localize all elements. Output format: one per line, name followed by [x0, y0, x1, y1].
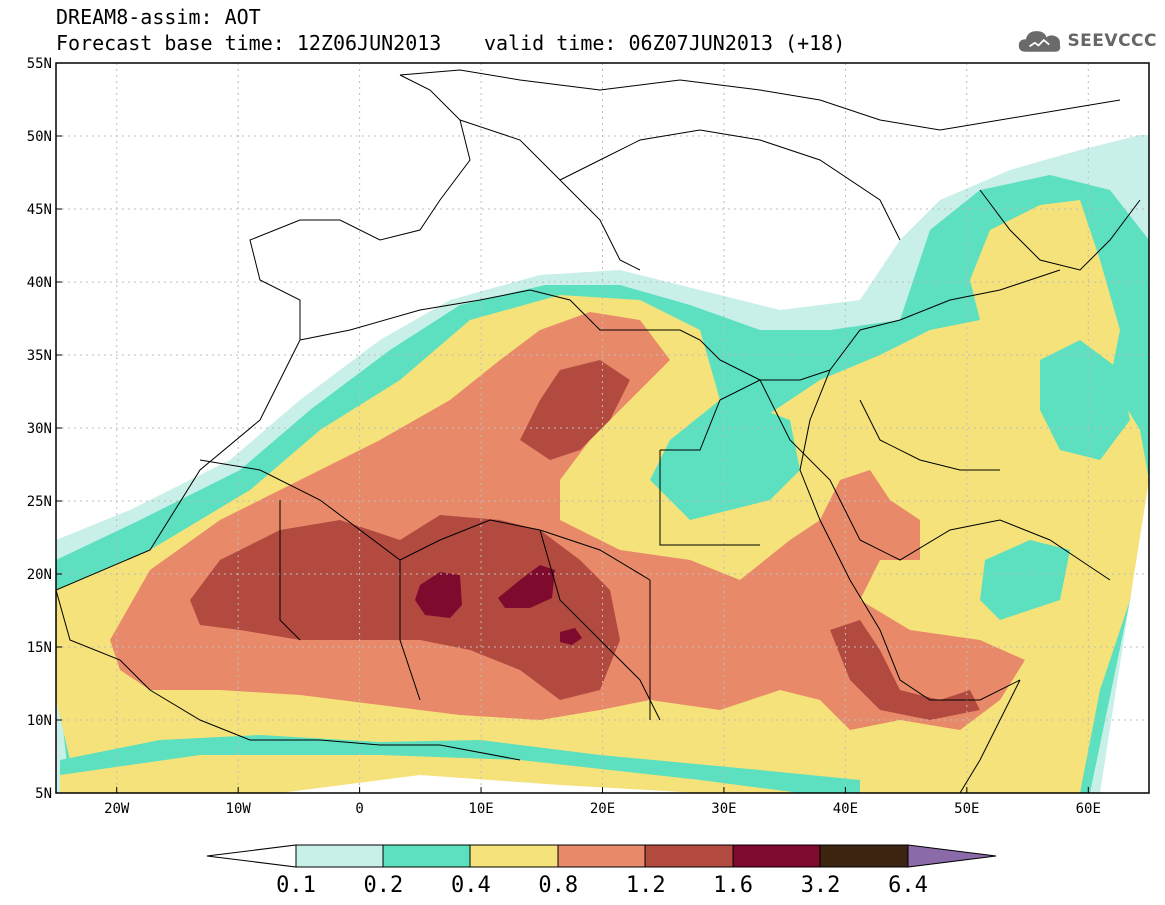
- colorbar-label: 3.2: [801, 873, 841, 898]
- lon-tick-label: 10W: [226, 801, 252, 817]
- lat-tick-label: 35N: [27, 348, 52, 364]
- lon-tick-label: 10E: [468, 801, 493, 817]
- colorbar-label: 1.6: [713, 873, 753, 898]
- colorbar-bin-2: [382, 844, 471, 868]
- contour-1.6-a: [415, 572, 462, 618]
- colorbar-label: 1.2: [626, 873, 666, 898]
- lat-tick-label: 40N: [27, 275, 52, 291]
- colorbar-bin-5: [644, 844, 734, 868]
- cloud-icon: [1018, 31, 1061, 52]
- seevccc-logo: SEEVCCC: [1017, 24, 1157, 58]
- contour-0.2-east: [660, 405, 800, 510]
- longitude-ticks: 20W 10W 0 10E 20E 30E 40E 50E 60E: [104, 787, 1101, 817]
- colorbar-bin-3: [469, 844, 559, 868]
- colorbar-bin-7: [819, 844, 909, 868]
- graticule: [56, 63, 1149, 793]
- colorbar-label: 0.2: [364, 873, 404, 898]
- lat-tick-label: 15N: [27, 640, 52, 656]
- lon-tick-label: 20E: [590, 801, 615, 817]
- latitude-ticks: 55N 50N 45N 40N 35N 30N 25N 20N 15N 10N 5N: [27, 56, 62, 802]
- colorbar-labels: 0.1 0.2 0.4 0.8 1.2 1.6 3.2 6.4: [276, 873, 928, 898]
- colorbar: [206, 844, 997, 868]
- colorbar-label: 0.1: [276, 873, 316, 898]
- colorbar-over-triangle: [907, 844, 997, 868]
- contour-1.2-north: [520, 360, 630, 460]
- colorbar-bin-1: [295, 844, 384, 868]
- lat-tick-label: 55N: [27, 56, 52, 72]
- contour-clear-south: [280, 775, 700, 793]
- contour-0.2-caspian: [1040, 340, 1130, 460]
- colorbar-label: 0.8: [538, 873, 578, 898]
- base-time-label: Forecast base time: 12Z06JUN2013: [56, 31, 442, 55]
- contour-1.2-redsea: [830, 620, 980, 720]
- colorbar-label: 0.4: [451, 873, 491, 898]
- map-title: DREAM8-assim: AOT: [56, 5, 261, 29]
- lat-tick-label: 30N: [27, 421, 52, 437]
- lat-tick-label: 10N: [27, 713, 52, 729]
- colorbar-label: 6.4: [888, 873, 928, 898]
- colorbar-under-triangle: [206, 844, 297, 868]
- contour-0.2-gulf: [980, 540, 1070, 620]
- lat-tick-label: 25N: [27, 494, 52, 510]
- colorbar-bin-4: [557, 844, 646, 868]
- lat-tick-label: 45N: [27, 202, 52, 218]
- lon-tick-label: 0: [355, 801, 363, 817]
- aot-contours: [56, 135, 1149, 793]
- contour-0.4-south: [60, 755, 800, 793]
- colorbar-bin-6: [732, 844, 821, 868]
- lat-tick-label: 20N: [27, 567, 52, 583]
- lat-tick-label: 50N: [27, 129, 52, 145]
- contour-1.6-b: [498, 565, 555, 608]
- contour-1.2: [190, 515, 620, 700]
- coastlines: [56, 69, 1141, 793]
- logo-text: SEEVCCC: [1067, 31, 1157, 51]
- lon-tick-label: 60E: [1076, 801, 1101, 817]
- lon-tick-label: 30E: [711, 801, 736, 817]
- valid-time-label: valid time: 06Z07JUN2013 (+18): [484, 31, 846, 55]
- contour-1.6-c: [560, 628, 582, 645]
- lat-tick-label: 5N: [35, 786, 52, 802]
- lon-tick-label: 50E: [954, 801, 979, 817]
- lon-tick-label: 20W: [104, 801, 130, 817]
- lon-tick-label: 40E: [833, 801, 858, 817]
